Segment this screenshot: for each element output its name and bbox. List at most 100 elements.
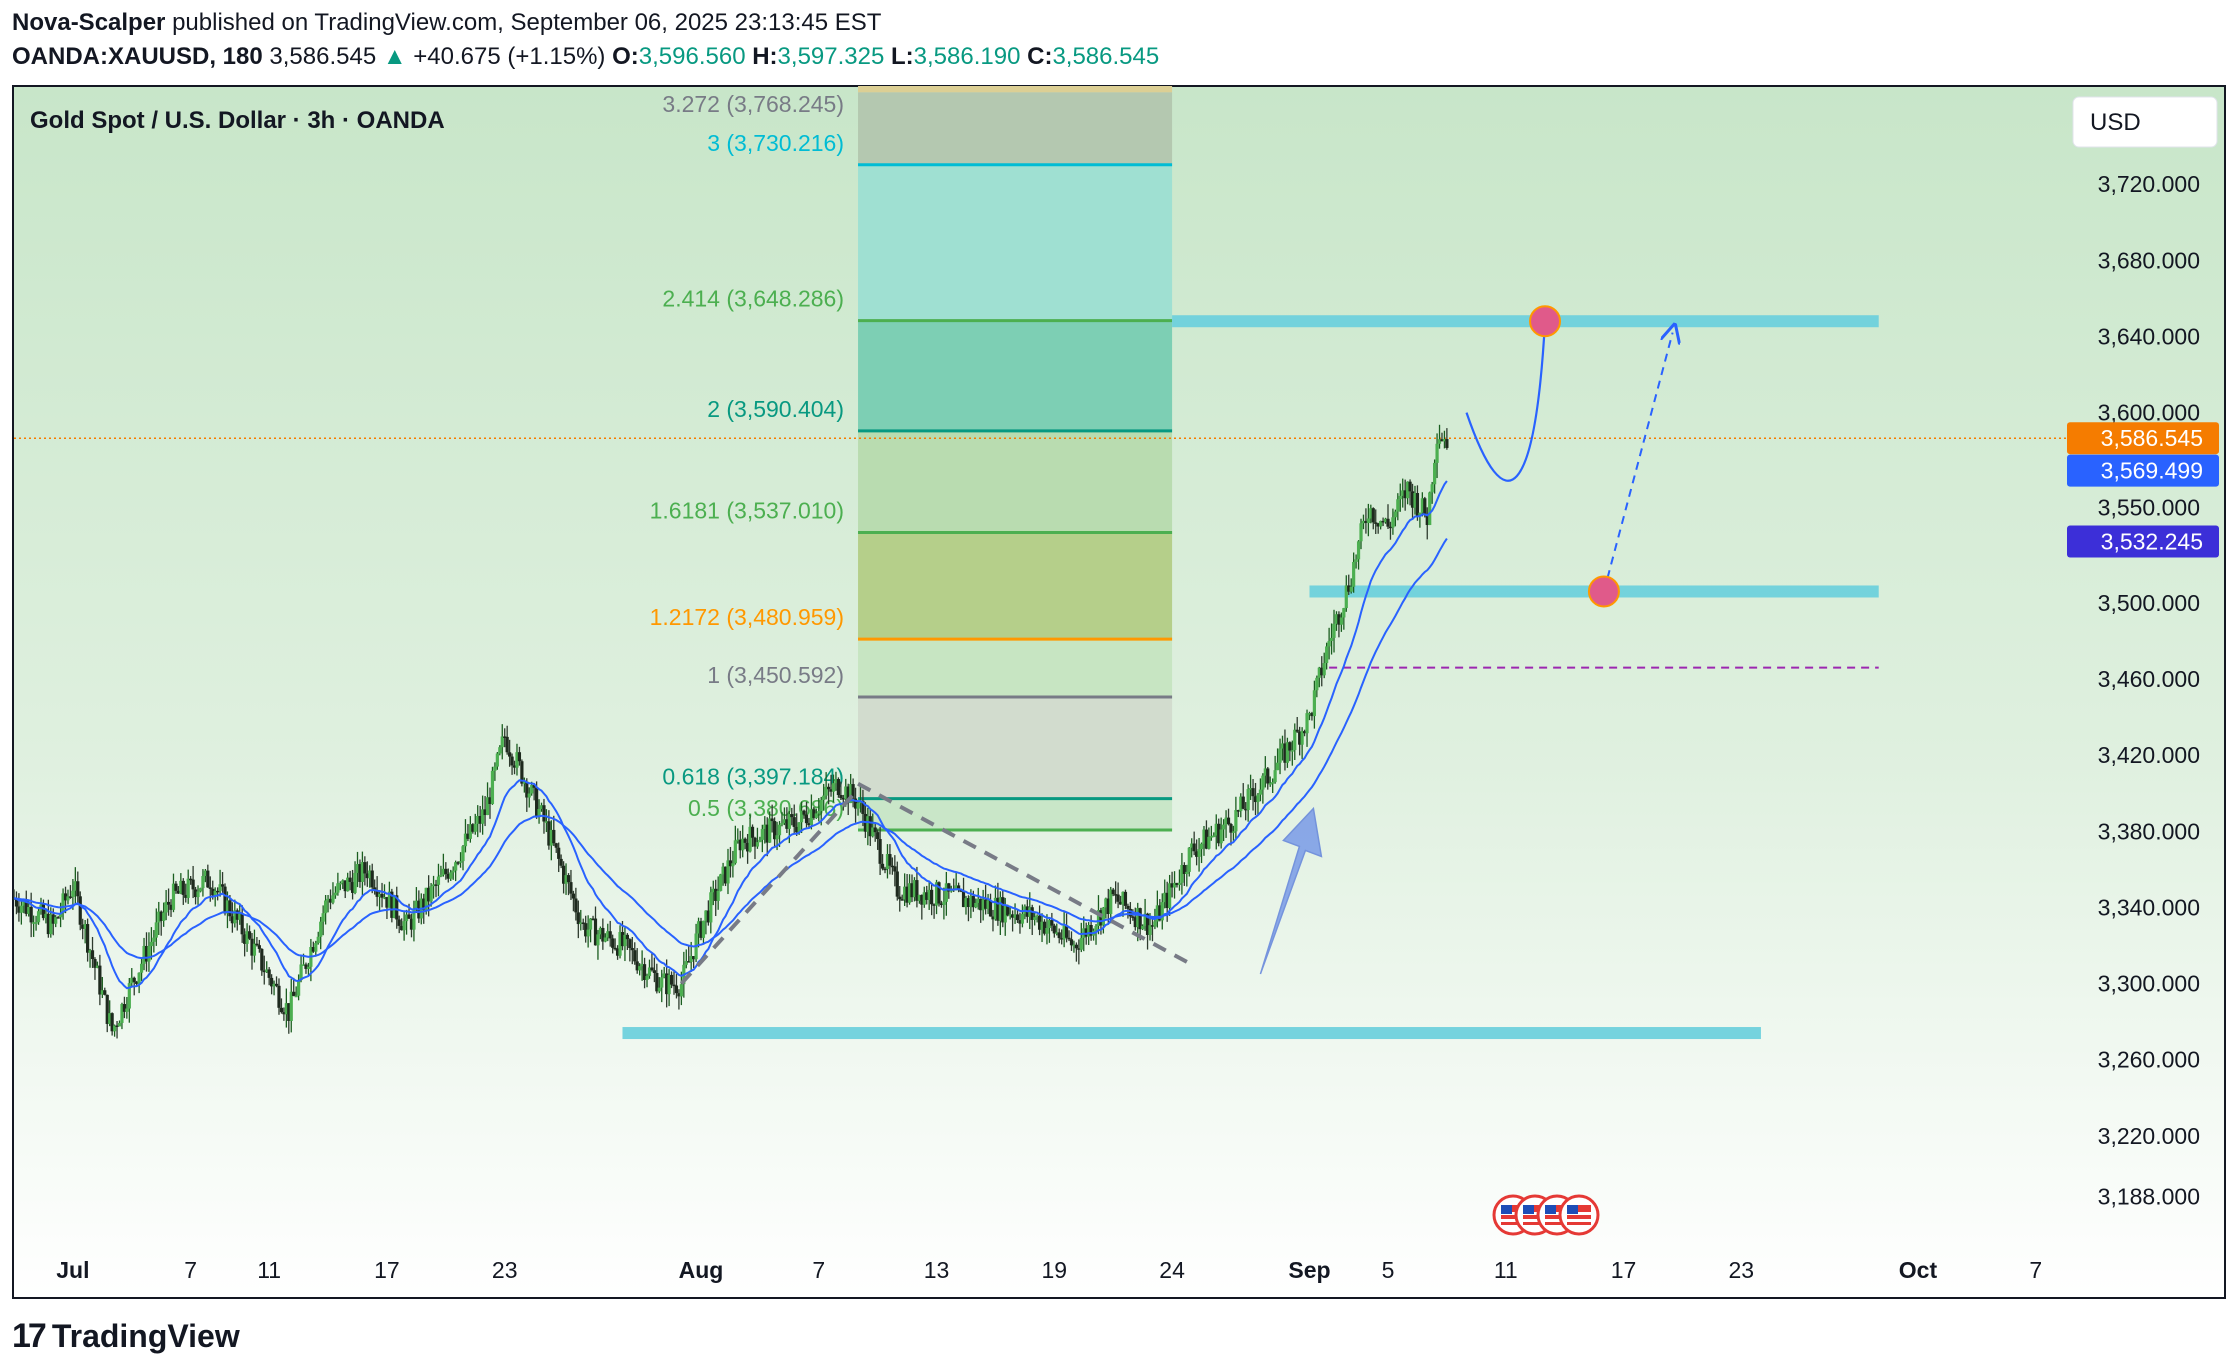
candle-body: [969, 895, 973, 908]
us-flag-event-icon[interactable]: [1558, 1194, 1600, 1236]
fib-zone-1.6181: [858, 430, 1173, 533]
candle-body: [1379, 520, 1383, 527]
rising-trendline[interactable]: [679, 788, 860, 985]
candle-body: [468, 824, 472, 839]
candle-body: [755, 842, 760, 847]
candle-body: [804, 814, 809, 824]
candle-body: [758, 839, 762, 843]
candle-body: [1040, 921, 1044, 930]
x-tick-label: 7: [184, 1257, 197, 1283]
candle-body: [1300, 731, 1304, 745]
candle-body: [630, 947, 634, 951]
candle-body: [238, 913, 242, 920]
candle-body: [1413, 493, 1417, 508]
candle-body: [954, 885, 958, 891]
candle-body: [1347, 585, 1351, 592]
candle-body: [184, 894, 188, 898]
candle-body: [265, 969, 269, 973]
candle-body: [1239, 796, 1243, 812]
candle-body: [1104, 898, 1108, 908]
candle-body: [336, 883, 340, 893]
candle-body: [427, 887, 431, 902]
candle-body: [723, 866, 728, 884]
x-tick-label: 23: [1729, 1257, 1755, 1283]
currency-button[interactable]: USD: [2072, 96, 2218, 148]
fib-label-2: 2 (3,590.404): [707, 396, 844, 422]
candle-body: [19, 905, 23, 913]
candle-body: [925, 892, 929, 900]
y-tick-label: 3,720.000: [2098, 171, 2200, 197]
projected-path[interactable]: [1465, 321, 1547, 482]
candle-body: [422, 898, 426, 910]
retest-marker[interactable]: [1587, 575, 1620, 608]
x-tick-label: 19: [1042, 1257, 1068, 1283]
projected-dashed-arrow[interactable]: [1602, 333, 1673, 592]
candle-body: [1020, 913, 1025, 924]
candle-body: [1342, 608, 1346, 618]
candle-body: [1084, 928, 1088, 937]
y-tick-label: 3,380.000: [2098, 818, 2200, 844]
candle-body: [436, 876, 441, 885]
candle-body: [939, 903, 944, 906]
candle-body: [235, 910, 239, 920]
tradingview-logo[interactable]: 17 TradingView: [12, 1316, 240, 1356]
candle-body: [1408, 481, 1412, 492]
candle-body: [1437, 439, 1442, 444]
tradingview-logo-text: TradingView: [51, 1317, 240, 1354]
candle-body: [1116, 894, 1120, 902]
candle-body: [211, 888, 215, 896]
falling-trendline[interactable]: [857, 781, 1193, 967]
candle-body: [885, 854, 890, 870]
target-zone[interactable]: [1172, 315, 1879, 328]
candle-body: [100, 990, 104, 995]
candle-body: [1060, 938, 1064, 940]
candle-body: [1280, 743, 1285, 749]
candle-body: [247, 931, 252, 939]
candle-body: [1057, 932, 1061, 939]
y-tick-label: 3,420.000: [2098, 742, 2200, 768]
candle-body: [628, 939, 632, 948]
bullish-arrow-icon[interactable]: [1259, 806, 1323, 975]
candle-body: [287, 1003, 291, 1021]
candle-body: [689, 956, 693, 962]
candle-body: [775, 835, 779, 840]
candle-body: [517, 752, 522, 762]
candle-body: [54, 917, 58, 924]
candle-body: [721, 866, 725, 875]
candle-body: [1366, 518, 1370, 524]
candle-body: [86, 924, 90, 953]
candle-body: [1322, 663, 1326, 676]
candle-body: [1006, 905, 1010, 916]
y-tick-label: 3,550.000: [2098, 495, 2200, 521]
target-marker[interactable]: [1529, 305, 1562, 338]
candle-body: [59, 913, 63, 918]
base-zone[interactable]: [622, 1027, 1761, 1040]
x-tick-label: 5: [1382, 1257, 1395, 1283]
candle-body: [1369, 508, 1373, 519]
y-tick-label: 3,600.000: [2098, 400, 2200, 426]
candle-body: [873, 827, 877, 833]
candle-body: [76, 881, 80, 897]
candle-body: [1278, 748, 1282, 763]
candle-body: [279, 1007, 284, 1013]
candle-body: [1440, 439, 1444, 442]
currency-label: USD: [2090, 109, 2141, 136]
candle-body: [274, 983, 279, 986]
candle-body: [370, 870, 374, 888]
x-tick-label: 17: [374, 1257, 400, 1283]
candle-body: [792, 817, 796, 827]
candle-body: [750, 826, 755, 838]
author-name[interactable]: Nova-Scalper: [12, 9, 166, 36]
candle-body: [795, 826, 799, 833]
ohlc-line: OANDA:XAUUSD, 180 3,586.545 ▲ +40.675 (+…: [12, 42, 1159, 72]
candle-body: [108, 1013, 112, 1024]
candle-body: [1312, 690, 1316, 717]
candle-body: [277, 985, 281, 1008]
candle-body: [338, 882, 342, 885]
candle-body: [1325, 646, 1329, 664]
candle-body: [679, 984, 683, 997]
candle-body: [510, 756, 514, 766]
candle-body: [878, 839, 882, 864]
fib-label-1: 1 (3,450.592): [707, 662, 844, 688]
